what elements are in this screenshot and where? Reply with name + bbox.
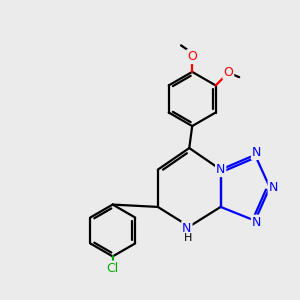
Text: N: N [268, 181, 278, 194]
Text: N: N [252, 146, 261, 159]
Text: N: N [216, 163, 225, 176]
Text: Cl: Cl [106, 262, 119, 275]
Text: N: N [182, 221, 192, 235]
Text: O: O [224, 66, 233, 79]
Text: N: N [252, 216, 261, 229]
Text: H: H [184, 233, 192, 243]
Text: O: O [187, 50, 197, 63]
